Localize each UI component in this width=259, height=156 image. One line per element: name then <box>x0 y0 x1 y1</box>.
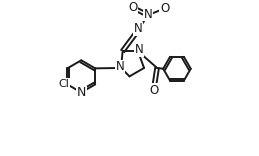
Text: N: N <box>116 60 124 73</box>
Text: O: O <box>160 2 169 15</box>
Text: O: O <box>128 1 137 14</box>
Text: N: N <box>135 43 143 56</box>
Text: N: N <box>77 86 86 99</box>
Text: O: O <box>149 84 159 97</box>
Text: N: N <box>134 22 142 35</box>
Text: Cl: Cl <box>59 79 69 89</box>
Text: N: N <box>144 8 153 21</box>
